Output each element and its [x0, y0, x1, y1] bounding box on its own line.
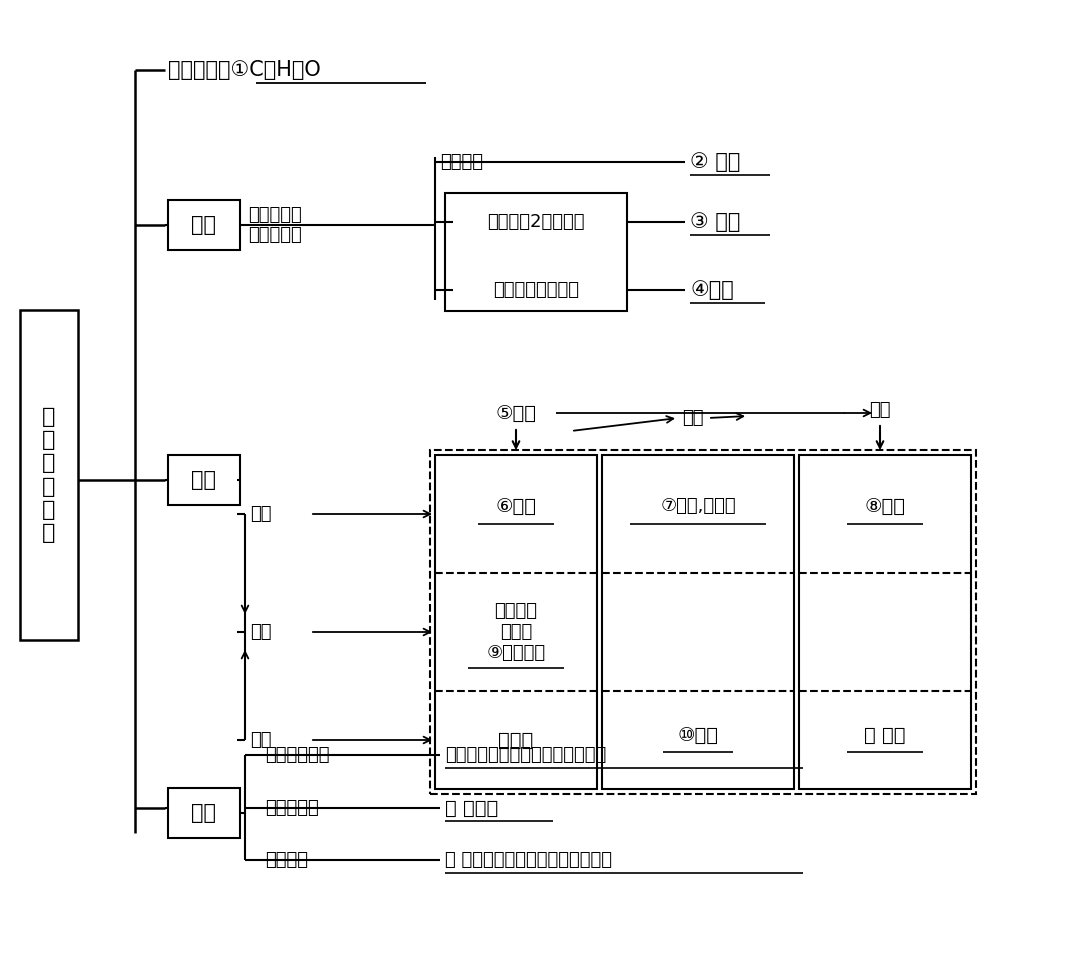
Text: ⑪ 糖原: ⑪ 糖原 — [864, 726, 906, 745]
Text: 构成细胞壁: 构成细胞壁 — [265, 799, 319, 817]
Text: 种类: 种类 — [191, 215, 216, 235]
Bar — [168, 200, 240, 250]
Text: ⑦蔗糖,麦芽糖: ⑦蔗糖,麦芽糖 — [660, 497, 735, 515]
Text: 不能水解: 不能水解 — [440, 153, 483, 171]
Text: ⑩乳糖: ⑩乳糖 — [677, 726, 718, 745]
Text: 可水解为2分子单糖: 可水解为2分子单糖 — [487, 213, 584, 231]
Text: 葡萄糖、
核糖、
⑨脱氧核糖: 葡萄糖、 核糖、 ⑨脱氧核糖 — [486, 603, 545, 662]
Text: 动物: 动物 — [249, 731, 271, 749]
Text: 共有: 共有 — [249, 623, 271, 641]
Text: 构成细胞结构: 构成细胞结构 — [265, 746, 329, 764]
Text: 分布: 分布 — [191, 470, 216, 490]
Bar — [168, 455, 240, 505]
Text: 糖蛋白、糖脂、核糖、⑫脱氧核糖: 糖蛋白、糖脂、核糖、⑫脱氧核糖 — [445, 746, 606, 764]
Text: 元素组成：①C、H、O: 元素组成：①C、H、O — [168, 60, 321, 80]
Bar — [168, 788, 240, 838]
Bar — [435, 455, 597, 789]
Text: 据是否水解
及水解产物: 据是否水解 及水解产物 — [248, 206, 301, 244]
Bar — [21, 310, 78, 640]
Text: 二糖: 二糖 — [683, 409, 704, 427]
Text: ⑭ 淀粉（植物）、⑮糖原（动物）: ⑭ 淀粉（植物）、⑮糖原（动物） — [445, 851, 612, 869]
Text: 植物: 植物 — [249, 505, 271, 523]
Text: 可水解为多个单糖: 可水解为多个单糖 — [492, 281, 579, 299]
Text: ⑥果糖: ⑥果糖 — [496, 497, 537, 515]
Text: 细
胞
中
的
糖
类: 细 胞 中 的 糖 类 — [42, 407, 56, 543]
Text: 半乳糖: 半乳糖 — [498, 730, 534, 750]
Bar — [602, 455, 794, 789]
Bar — [445, 193, 627, 311]
Bar — [799, 455, 971, 789]
Bar — [430, 450, 976, 794]
Text: ⑬ 纤维素: ⑬ 纤维素 — [445, 799, 498, 818]
Text: 功能: 功能 — [191, 803, 216, 823]
Text: 多糖: 多糖 — [869, 401, 891, 419]
Text: ⑤单糖: ⑤单糖 — [496, 404, 537, 423]
Text: ③ 二糖: ③ 二糖 — [690, 212, 741, 232]
Text: ② 单糖: ② 单糖 — [690, 152, 741, 172]
Text: 储存能量: 储存能量 — [265, 851, 308, 869]
Text: ④多糖: ④多糖 — [690, 280, 733, 300]
Text: ⑧淀粉: ⑧淀粉 — [864, 497, 905, 515]
